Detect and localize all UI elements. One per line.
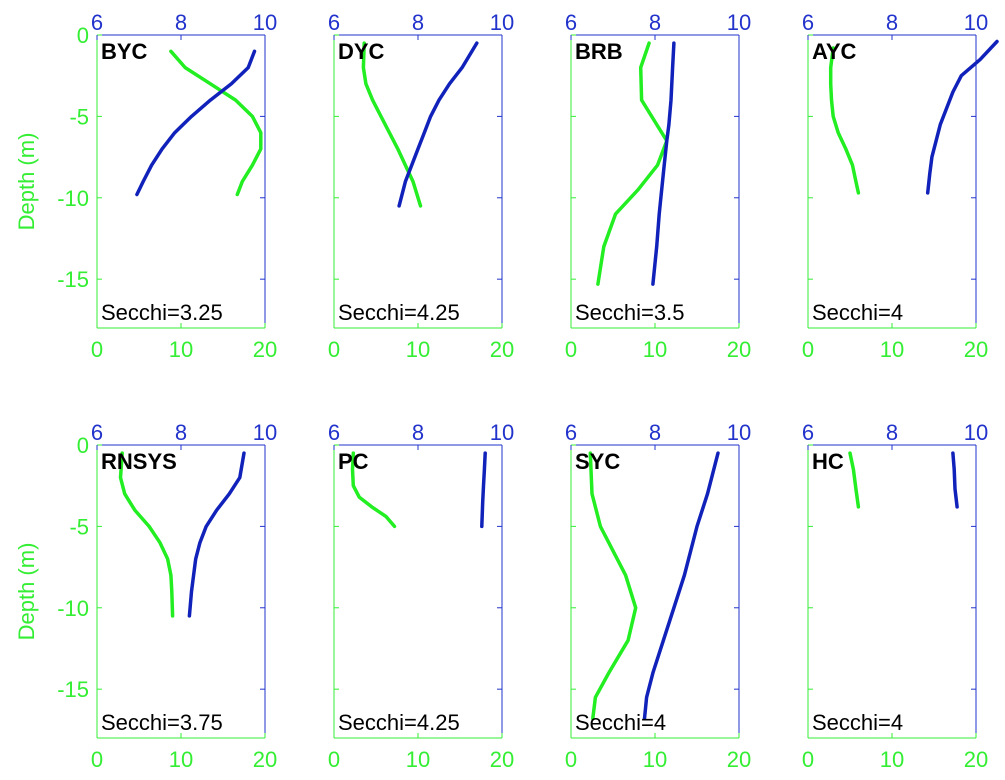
x-tick-label-top: 6	[91, 420, 103, 445]
y-tick-label: -10	[57, 596, 89, 621]
x-tick-label-bottom: 20	[964, 747, 988, 772]
secchi-annotation: Secchi=4.25	[338, 300, 460, 325]
y-axis-title: Depth (m)	[14, 543, 39, 641]
x-tick-label-bottom: 0	[91, 337, 103, 362]
x-tick-label-bottom: 10	[880, 747, 904, 772]
x-tick-label-bottom: 20	[253, 747, 277, 772]
x-tick-label-bottom: 10	[406, 337, 430, 362]
panel-pc: 0 10 20 6 8 10 PC Secchi=4.25	[328, 420, 514, 772]
series-line-green	[596, 41, 669, 286]
panel-ayc: 0 10 20 6 8 10 AYC Secchi=4	[802, 10, 999, 362]
secchi-annotation: Secchi=3.5	[575, 300, 684, 325]
y-tick-label: -5	[69, 514, 89, 539]
x-tick-label-top: 8	[175, 420, 187, 445]
panel-dyc: 0 10 20 6 8 10 DYC Secchi=4.25	[328, 10, 514, 362]
series-line-blue	[642, 451, 720, 721]
y-tick-label: -15	[57, 677, 89, 702]
y-tick-label: -10	[57, 186, 89, 211]
x-tick-label-bottom: 0	[565, 337, 577, 362]
panel-label: RNSYS	[101, 449, 177, 474]
series-line-blue	[480, 451, 487, 529]
x-tick-label-top: 10	[727, 420, 751, 445]
x-tick-label-bottom: 10	[406, 747, 430, 772]
series-line-green	[588, 451, 638, 721]
y-tick-label: 0	[77, 433, 89, 458]
y-tick-label: 0	[77, 23, 89, 48]
x-tick-label-top: 6	[565, 10, 577, 35]
series-line-blue	[397, 41, 479, 208]
x-tick-label-bottom: 20	[727, 747, 751, 772]
series-line-green	[361, 41, 423, 208]
x-tick-label-top: 6	[802, 420, 814, 445]
x-tick-label-bottom: 0	[565, 747, 577, 772]
x-tick-label-bottom: 0	[328, 747, 340, 772]
panel-hc: 0 10 20 6 8 10 HC Secchi=4	[802, 420, 988, 772]
x-tick-label-bottom: 0	[328, 337, 340, 362]
x-tick-label-top: 6	[802, 10, 814, 35]
panel-rnsys: 0 -5 -10 -15 0 10 20 6 8 10 RNSYS Secchi=3.75	[57, 420, 277, 772]
x-tick-label-top: 10	[964, 10, 988, 35]
series-line-blue	[187, 451, 246, 618]
panel-byc: 0 -5 -10 -15 0 10 20 6 8 10 BYC Secchi=3.25	[57, 10, 277, 362]
x-tick-label-top: 8	[412, 10, 424, 35]
x-tick-label-top: 6	[328, 10, 340, 35]
panel-label: HC	[812, 449, 844, 474]
secchi-annotation: Secchi=3.25	[101, 300, 223, 325]
panel-label: SYC	[575, 449, 620, 474]
secchi-annotation: Secchi=3.75	[101, 710, 223, 735]
panel-syc: 0 10 20 6 8 10 SYC Secchi=4	[565, 420, 751, 772]
x-tick-label-bottom: 20	[490, 747, 514, 772]
x-tick-label-top: 10	[253, 10, 277, 35]
x-tick-label-bottom: 20	[964, 337, 988, 362]
x-tick-label-bottom: 20	[253, 337, 277, 362]
x-tick-label-top: 10	[490, 10, 514, 35]
x-tick-label-bottom: 10	[643, 337, 667, 362]
x-tick-label-top: 8	[412, 420, 424, 445]
panel-label: BRB	[575, 39, 623, 64]
secchi-annotation: Secchi=4	[812, 300, 903, 325]
x-tick-label-bottom: 0	[91, 747, 103, 772]
series-line-green	[118, 451, 175, 618]
x-tick-label-top: 6	[565, 420, 577, 445]
x-tick-label-bottom: 10	[169, 337, 193, 362]
x-tick-label-bottom: 0	[802, 337, 814, 362]
x-tick-label-top: 6	[91, 10, 103, 35]
x-tick-label-bottom: 10	[169, 747, 193, 772]
panel-label: PC	[338, 449, 369, 474]
secchi-annotation: Secchi=4	[575, 710, 666, 735]
secchi-annotation: Secchi=4	[812, 710, 903, 735]
x-tick-label-bottom: 10	[880, 337, 904, 362]
y-tick-label: -15	[57, 267, 89, 292]
series-line-green	[350, 451, 397, 529]
panel-label: BYC	[101, 39, 148, 64]
x-tick-label-bottom: 0	[802, 747, 814, 772]
panel-label: AYC	[812, 39, 857, 64]
x-tick-label-top: 8	[886, 10, 898, 35]
series-line-green	[169, 49, 263, 197]
x-tick-label-top: 10	[727, 10, 751, 35]
x-tick-label-top: 8	[649, 10, 661, 35]
x-tick-label-top: 10	[490, 420, 514, 445]
series-line-green	[828, 46, 861, 195]
secchi-annotation: Secchi=4.25	[338, 710, 460, 735]
series-line-blue	[651, 41, 676, 286]
series-line-blue	[951, 451, 959, 509]
x-tick-label-top: 10	[253, 420, 277, 445]
x-tick-label-bottom: 10	[643, 747, 667, 772]
series-line-blue	[925, 39, 999, 195]
y-axis-title: Depth (m)	[14, 133, 39, 231]
y-tick-label: -5	[69, 104, 89, 129]
panel-brb: 0 10 20 6 8 10 BRB Secchi=3.5	[565, 10, 751, 362]
x-tick-label-top: 6	[328, 420, 340, 445]
panel-label: DYC	[338, 39, 385, 64]
series-line-green	[848, 451, 861, 509]
x-tick-label-top: 10	[964, 420, 988, 445]
x-tick-label-top: 8	[649, 420, 661, 445]
series-line-blue	[135, 49, 257, 197]
x-tick-label-top: 8	[886, 420, 898, 445]
x-tick-label-bottom: 20	[727, 337, 751, 362]
x-tick-label-bottom: 20	[490, 337, 514, 362]
x-tick-label-top: 8	[175, 10, 187, 35]
